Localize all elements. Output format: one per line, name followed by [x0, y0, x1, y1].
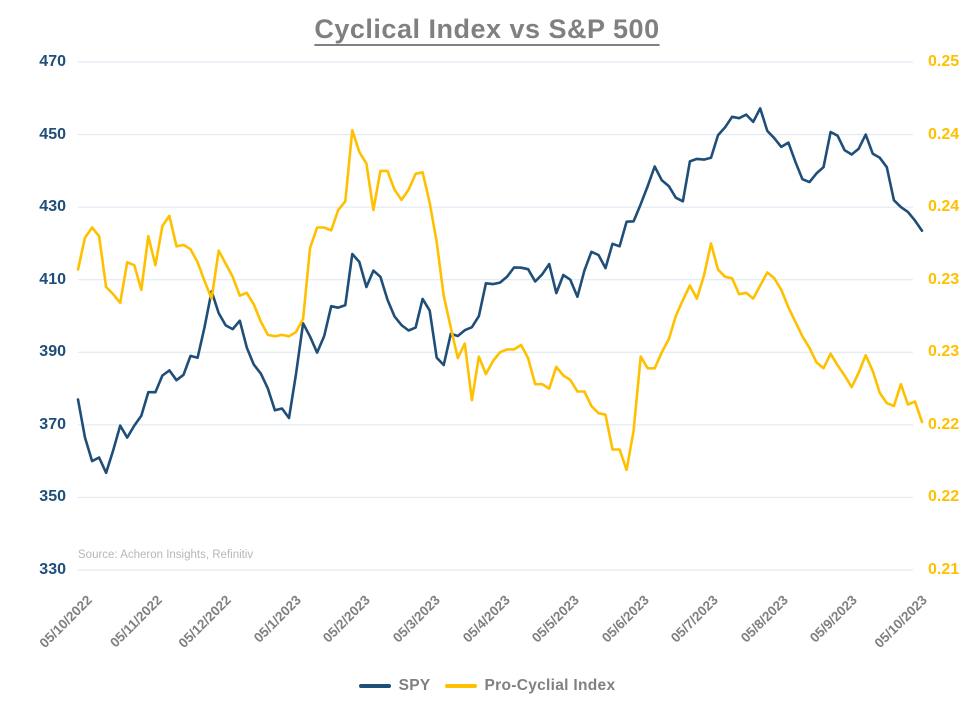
y-axis-label-left: 450 [39, 125, 66, 143]
legend-item-pro-cyclial-index[interactable]: Pro-Cyclial Index [444, 677, 616, 695]
source-note: Source: Acheron Insights, Refinitiv [78, 549, 254, 561]
chart-title: Cyclical Index vs S&P 500 [314, 14, 660, 44]
y-axis-label-left: 330 [39, 561, 66, 578]
y-axis-label-right: 0.23 [928, 270, 960, 288]
y-axis-label-right: 0.23 [928, 343, 960, 361]
spy-line [76, 107, 924, 475]
pci-line-swatch [444, 684, 477, 688]
y-axis-label-left: 430 [39, 198, 66, 216]
y-axis-label-right: 0.22 [928, 488, 960, 506]
y-axis-label-right: 0.22 [928, 415, 960, 433]
legend-item-spy[interactable]: SPY [358, 677, 431, 695]
y-axis-label-right: 0.21 [928, 561, 960, 578]
y-axis-label-right: 0.25 [928, 53, 960, 70]
pci-line [76, 128, 924, 472]
legend-label-spy: SPY [398, 677, 431, 694]
y-axis-label-left: 410 [39, 270, 66, 288]
y-axis-label-left: 470 [39, 53, 66, 70]
spy-line-swatch [358, 684, 391, 688]
y-axis-label-left: 370 [39, 415, 66, 433]
y-axis-label-left: 350 [39, 488, 66, 506]
legend: SPY Pro-Cyclial Index [0, 674, 974, 698]
y-axis-label-right: 0.24 [928, 198, 960, 216]
y-axis-label-left: 390 [39, 343, 66, 361]
y-axis-label-right: 0.24 [928, 125, 960, 143]
legend-label-pro-cyclial-index: Pro-Cyclial Index [484, 677, 616, 694]
